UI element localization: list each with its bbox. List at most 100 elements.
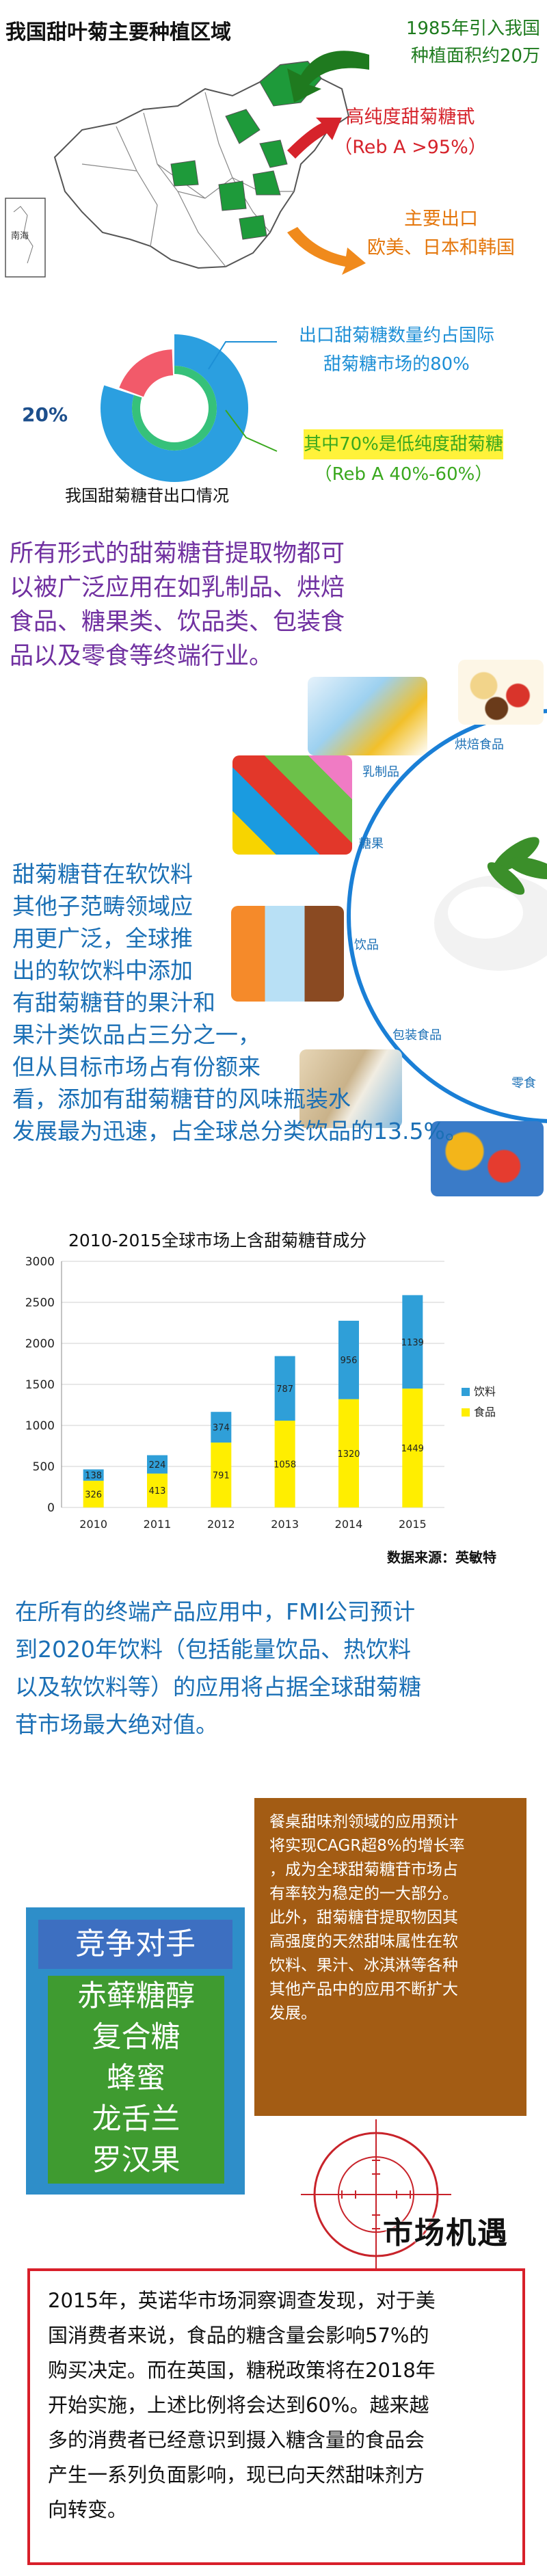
export-green-line2: （Reb A 40%-60%）	[314, 464, 493, 485]
red-callout: 高纯度甜菊糖甙 （Reb A >95%）	[308, 103, 513, 163]
province-green-c	[218, 180, 247, 211]
x-tick-label: 2011	[144, 1518, 172, 1531]
drink-value-label: 138	[85, 1471, 102, 1481]
app-label-bakery: 烘焙食品	[455, 738, 504, 752]
packaged-food-image	[299, 1049, 402, 1128]
market-line4: 开始实施，上述比例将会达到60%。越来越	[48, 2393, 429, 2417]
applications-paragraph: 所有形式的甜菊糖苷提取物都可 以被广泛应用在如乳制品、烘焙 食品、糖果类、饮品类…	[10, 537, 543, 673]
province-green-n	[225, 109, 261, 144]
bar-drink	[83, 1469, 104, 1481]
province-green-s	[239, 215, 267, 240]
app-label-packaged: 包装食品	[392, 1028, 442, 1043]
snacks-image	[431, 1121, 544, 1196]
map-title: 我国甜叶菊主要种植区域	[5, 21, 231, 44]
donut-leader-lines	[208, 341, 278, 452]
market-opportunity-box: 2015年，英诺华市场洞察调查发现，对于美 国消费者来说，食品的糖含量会影响57…	[27, 2268, 525, 2565]
market-line1: 2015年，英诺华市场洞察调查发现，对于美	[48, 2289, 436, 2312]
application-wheel	[347, 709, 547, 1123]
stevia-leaves-image	[487, 837, 547, 895]
orange-callout: 主要出口 欧美、日本和韩国	[342, 205, 540, 263]
green-callout-line1: 1985年引入我国	[405, 18, 540, 39]
competitors-list: 赤藓糖醇 复合糖 蜂蜜 龙舌兰 罗汉果	[48, 1976, 224, 2184]
market-line7: 向转变。	[48, 2498, 128, 2521]
para2-line8: 看，添加有甜菊糖苷的风味瓶装水	[12, 1086, 351, 1112]
drink-value-label: 1139	[401, 1338, 424, 1348]
green-arrow	[287, 51, 369, 103]
x-tick-label: 2012	[207, 1518, 235, 1531]
market-line3: 购买决定。而在英国，糖税政策将在2018年	[48, 2359, 436, 2382]
competitors-title: 竞争对手	[38, 1920, 232, 1969]
legend-swatch-drink	[462, 1388, 470, 1396]
app-label-beverage: 饮品	[354, 938, 379, 952]
x-tick-label: 2010	[79, 1518, 107, 1531]
bar-food	[211, 1443, 232, 1507]
para2-line5: 有甜菊糖苷的果汁和	[12, 989, 215, 1016]
legend-label-drink: 饮料	[474, 1385, 496, 1398]
tabletop-line1: 餐桌甜味剂领域的应用预计	[269, 1813, 458, 1831]
red-callout-line2: （Reb A >95%）	[334, 137, 487, 158]
orange-arrow	[287, 227, 366, 275]
food-value-label: 1320	[337, 1449, 360, 1460]
food-value-label: 791	[213, 1471, 230, 1481]
drink-value-label: 374	[213, 1423, 230, 1434]
export-blue-line1: 出口甜菊糖数量约占国际	[298, 325, 494, 346]
bar-food	[83, 1480, 104, 1507]
donut-main-segment	[101, 334, 248, 482]
drink-value-label: 224	[149, 1460, 166, 1471]
green-callout: 1985年引入我国 种植面积约20万	[362, 15, 540, 70]
bar-drink	[274, 1356, 295, 1421]
app-label-dairy: 乳制品	[362, 765, 399, 779]
app-label-candy: 糖果	[359, 837, 384, 851]
stevia-bar-chart: 0 500 1000 1500 2000 2500 3000 326 138 2010 413 224…	[25, 1255, 496, 1531]
para2-line9: 发展最为迅速，占全球总分类饮品的13.5%。	[12, 1118, 468, 1144]
bar-drink	[402, 1295, 423, 1389]
chart-title: 2010-2015全球市场上含甜菊糖苷成分	[68, 1231, 367, 1250]
orange-callout-line2: 欧美、日本和韩国	[367, 237, 515, 258]
y-tick-label: 0	[47, 1501, 55, 1515]
food-value-label: 1058	[274, 1460, 296, 1471]
x-tick-label: 2015	[399, 1518, 427, 1531]
pct-label: 20%	[22, 403, 68, 426]
food-value-label: 413	[149, 1486, 166, 1497]
bar-drink	[147, 1455, 168, 1474]
para2-line4: 出的软饮料中添加	[12, 957, 193, 984]
crosshair-graphic	[301, 2119, 451, 2270]
tabletop-line8: 其他产品中的应用不断扩大	[269, 1981, 458, 1998]
tabletop-line6: 高强度的天然甜味属性在软	[269, 1933, 458, 1950]
market-line2: 国消费者来说，食品的糖含量会影响57%的	[48, 2324, 429, 2347]
province-green-e1	[259, 139, 288, 168]
para3-line2: 到2020年饮料（包括能量饮品、热饮料	[15, 1636, 411, 1663]
y-tick-label: 1000	[25, 1419, 55, 1433]
tabletop-line3: ，成为全球甜菊糖苷市场占	[269, 1861, 458, 1879]
application-wheel-ring	[347, 709, 547, 1123]
soft-drinks-paragraph: 甜菊糖苷在软饮料 其他子范畴领域应 用更广泛，全球推 出的软饮料中添加 有甜菊糖…	[12, 858, 505, 1147]
legend-label-food: 食品	[474, 1406, 496, 1419]
food-value-label: 1449	[401, 1444, 424, 1454]
y-tick-label: 2500	[25, 1296, 55, 1310]
competitor-item: 龙舌兰	[92, 2102, 181, 2136]
donut-minor-segment	[119, 349, 174, 397]
tabletop-line7: 饮料、果汁、冰淇淋等各种	[269, 1957, 458, 1974]
para3-line3: 以及软饮料等）的应用将占据全球甜菊糖	[15, 1674, 421, 1700]
china-outline	[53, 60, 350, 269]
competitor-item: 赤藓糖醇	[77, 1979, 195, 2013]
south-china-sea-inset	[5, 198, 46, 278]
y-tick-label: 1500	[25, 1378, 55, 1392]
export-green-line1: 其中70%是低纯度甜菊糖	[304, 429, 503, 459]
red-arrow	[287, 118, 342, 159]
competitor-item: 复合糖	[92, 2020, 181, 2054]
y-tick-label: 500	[33, 1460, 55, 1474]
green-callout-line2: 种植面积约20万	[410, 46, 540, 66]
para3-line4: 苷市场最大绝对值。	[15, 1711, 218, 1738]
chart-source: 数据来源：英敏特	[387, 1549, 496, 1566]
para1-line1: 所有形式的甜菊糖苷提取物都可	[10, 540, 345, 567]
candy-image	[232, 755, 352, 855]
bar-food	[402, 1388, 423, 1507]
tabletop-line9: 发展。	[269, 2004, 317, 2022]
para3-line1: 在所有的终端产品应用中，FMI公司预计	[15, 1598, 416, 1625]
market-line5: 多的消费者已经意识到摄入糖含量的食品会	[48, 2428, 425, 2452]
beverages-image	[231, 906, 344, 1002]
china-map	[5, 51, 369, 278]
inset-label: 南海	[11, 231, 29, 241]
bar-food	[147, 1473, 168, 1507]
